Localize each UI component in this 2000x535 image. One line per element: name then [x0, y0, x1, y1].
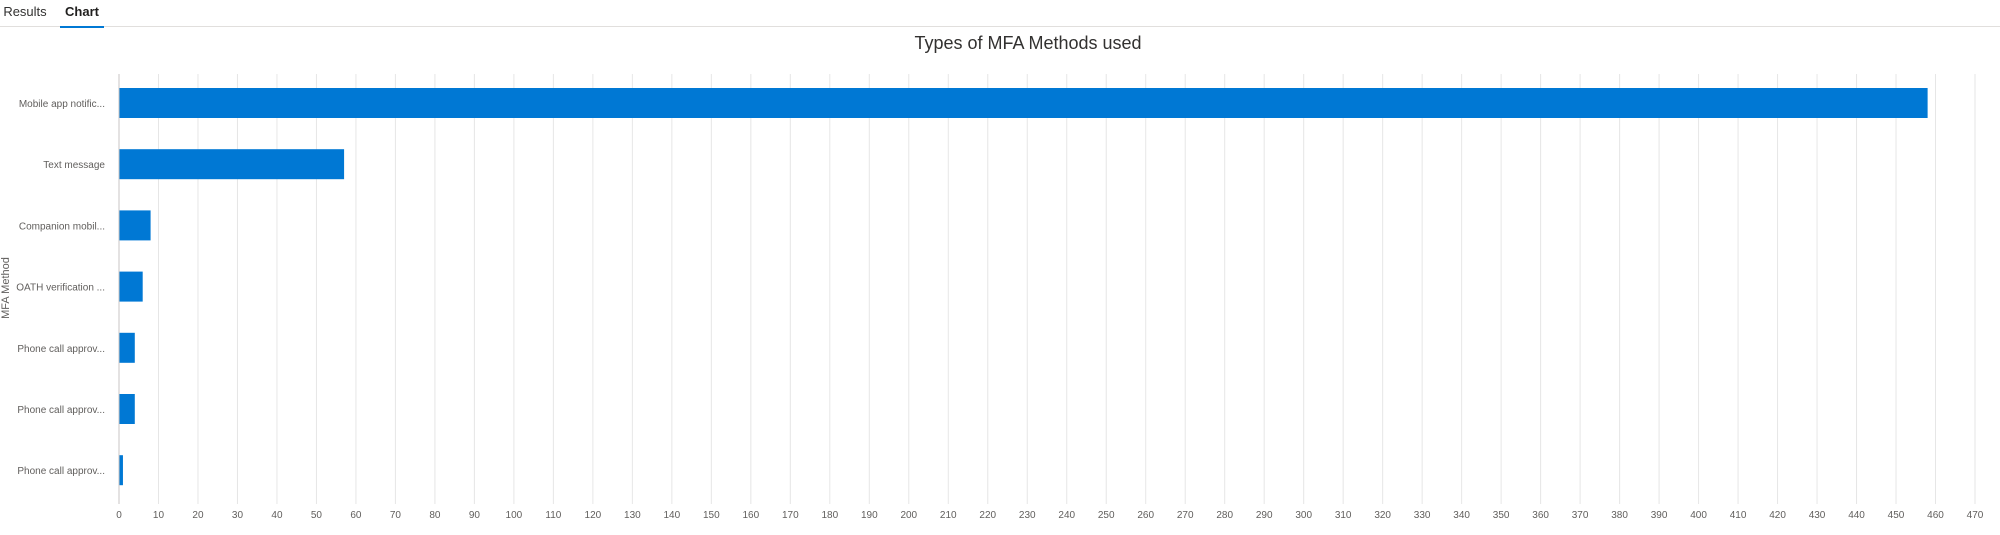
x-tick-label: 150 — [703, 510, 720, 521]
x-tick-label: 280 — [1216, 510, 1233, 521]
x-tick-label: 210 — [940, 510, 957, 521]
chart-container: Types of MFA Methods used MFA Method 0 10 20… — [0, 28, 2000, 530]
x-tick-label: 400 — [1690, 510, 1707, 521]
x-tick-label: 90 — [469, 510, 481, 521]
x-tick-label: 420 — [1769, 510, 1786, 521]
x-tick-label: 350 — [1493, 510, 1510, 521]
y-tick-label: Text message — [43, 160, 105, 171]
bars — [119, 88, 1928, 486]
x-tick-label: 160 — [742, 510, 759, 521]
bar — [119, 88, 1928, 118]
gridlines — [157, 74, 1976, 504]
x-tick-label: 230 — [1019, 510, 1036, 521]
tab-chart[interactable]: Chart — [60, 0, 104, 28]
x-tick-label: 360 — [1532, 510, 1549, 521]
y-tick-label: Phone call approv... — [17, 344, 105, 355]
x-tick-label: 170 — [782, 510, 799, 521]
x-tick-label: 200 — [900, 510, 917, 521]
x-tick-label: 390 — [1651, 510, 1668, 521]
tab-results[interactable]: Results — [3, 4, 47, 19]
x-tick-label: 460 — [1927, 510, 1944, 521]
x-tick-label: 180 — [821, 510, 838, 521]
x-tick-label: 140 — [664, 510, 681, 521]
tab-chart-label: Chart — [65, 4, 99, 19]
x-tick-label: 120 — [585, 510, 602, 521]
bar — [119, 394, 135, 424]
x-tick-label: 0 — [116, 510, 122, 521]
bar — [119, 210, 151, 241]
x-tick-label: 430 — [1809, 510, 1826, 521]
x-tick-label: 80 — [429, 510, 441, 521]
x-tick-label: 240 — [1058, 510, 1075, 521]
y-tick-label: OATH verification ... — [16, 283, 105, 294]
x-tick-label: 30 — [232, 510, 244, 521]
x-tick-label: 190 — [861, 510, 878, 521]
y-axis-label: MFA Method — [0, 257, 12, 319]
x-tick-label: 70 — [390, 510, 402, 521]
bar — [119, 332, 135, 363]
y-tick-label: Phone call approv... — [17, 405, 105, 416]
y-tick-label: Companion mobil... — [19, 221, 105, 232]
chart-title: Types of MFA Methods used — [914, 33, 1141, 53]
x-tick-label: 40 — [271, 510, 283, 521]
active-tab-indicator — [60, 26, 104, 28]
x-tick-label: 450 — [1888, 510, 1905, 521]
x-tick-label: 50 — [311, 510, 323, 521]
y-tick-label: Phone call approv... — [17, 466, 105, 477]
bar — [119, 455, 123, 486]
x-tick-label: 470 — [1967, 510, 1984, 521]
x-tick-label: 260 — [1137, 510, 1154, 521]
x-tick-label: 110 — [545, 510, 561, 521]
x-tick-label: 440 — [1848, 510, 1865, 521]
x-tick-label: 20 — [192, 510, 204, 521]
x-tick-label: 100 — [506, 510, 523, 521]
x-tick-label: 10 — [153, 510, 165, 521]
bar-chart: Types of MFA Methods used MFA Method 0 10 20… — [0, 33, 1984, 521]
labels: Types of MFA Methods used MFA Method 0 10 20… — [0, 33, 1984, 521]
x-tick-label: 300 — [1295, 510, 1312, 521]
x-tick-label: 290 — [1256, 510, 1273, 521]
x-tick-label: 340 — [1453, 510, 1470, 521]
x-tick-label: 270 — [1177, 510, 1194, 521]
x-tick-label: 130 — [624, 510, 641, 521]
bar — [119, 149, 345, 180]
x-tick-label: 250 — [1098, 510, 1115, 521]
x-tick-label: 330 — [1414, 510, 1431, 521]
x-tick-label: 320 — [1374, 510, 1391, 521]
y-tick-label: Mobile app notific... — [19, 99, 105, 110]
x-tick-label: 60 — [350, 510, 362, 521]
bar — [119, 271, 143, 302]
x-tick-label: 410 — [1730, 510, 1747, 521]
x-tick-label: 310 — [1335, 510, 1352, 521]
x-tick-label: 380 — [1611, 510, 1628, 521]
tab-bar: Results Chart — [0, 0, 2000, 28]
x-tick-label: 220 — [979, 510, 996, 521]
x-tick-label: 370 — [1572, 510, 1589, 521]
